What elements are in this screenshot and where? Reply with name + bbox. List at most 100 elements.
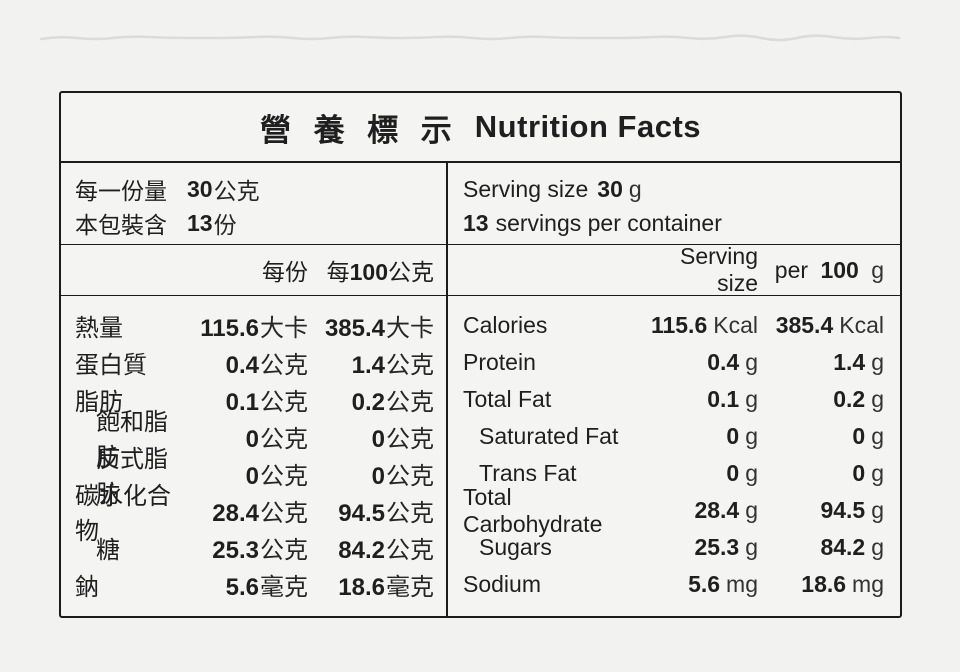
value-per-serving: 28.4 bbox=[694, 497, 740, 523]
value-per-serving: 0 bbox=[726, 423, 740, 449]
value-per-100g: 94.5 bbox=[820, 497, 866, 523]
unit: Kcal bbox=[839, 312, 884, 338]
container-suffix-en: servings per container bbox=[495, 209, 722, 236]
container-value-en: 13 bbox=[463, 209, 489, 236]
per-100g-value-zh: 100 bbox=[349, 259, 388, 285]
nutrient-label: 蛋白質 bbox=[75, 352, 147, 379]
unit: mg bbox=[726, 571, 758, 597]
value-per-serving: 5.6 bbox=[225, 574, 259, 601]
per-100g-prefix-zh: 每 bbox=[326, 259, 350, 285]
table-row-carbohydrate-en: Total Carbohydrate 28.4 g 94.5 g bbox=[448, 484, 900, 537]
serving-cell-en: Serving size 30 g 13 servings per contai… bbox=[448, 163, 900, 244]
column-headers-en: Serving size per 100 g bbox=[448, 243, 900, 297]
serving-cell-zh: 每一份量 30 公克 本包裝含 13 份 bbox=[61, 163, 448, 244]
value-per-100g: 385.4 bbox=[324, 315, 385, 342]
unit: Kcal bbox=[713, 312, 758, 338]
serving-size-unit-en: g bbox=[628, 175, 642, 202]
title-zh: 營 養 標 示 bbox=[259, 112, 459, 148]
value-per-100g: 94.5 bbox=[338, 500, 385, 527]
value-per-serving: 0.4 bbox=[225, 352, 259, 379]
nutrient-label: 反式脂肪 bbox=[96, 445, 168, 508]
table-row-protein-en: Protein 0.4 g 1.4 g bbox=[448, 344, 900, 381]
unit: g bbox=[745, 534, 758, 560]
nutrient-label: 鈉 bbox=[75, 574, 99, 601]
per-100g-prefix-en: per bbox=[774, 256, 809, 283]
decorative-wavy-line bbox=[40, 34, 901, 42]
serving-row: 每一份量 30 公克 本包裝含 13 份 Serving size 30 g 1… bbox=[61, 163, 900, 245]
value-per-100g: 84.2 bbox=[338, 537, 385, 564]
value-per-serving: 0.1 bbox=[707, 386, 740, 412]
nutrient-table-en: Calories 115.6 Kcal 385.4 Kcal Protein 0.4… bbox=[448, 296, 900, 616]
unit: g bbox=[745, 497, 758, 523]
serving-size-en: Serving size 30 g bbox=[463, 172, 900, 206]
nutrient-label: 脂肪 bbox=[75, 389, 123, 416]
value-per-serving: 0 bbox=[726, 460, 740, 486]
table-row-sodium-en: Sodium 5.6 mg 18.6 mg bbox=[448, 566, 900, 603]
unit: 大卡 bbox=[386, 315, 434, 342]
title-row: 營 養 標 示 Nutrition Facts bbox=[61, 93, 900, 163]
table-row-sugars-en: Sugars 25.3 g 84.2 g bbox=[448, 529, 900, 566]
per-serving-header-en: Serving size bbox=[646, 243, 758, 297]
unit: g bbox=[745, 349, 758, 375]
nutrient-label: Protein bbox=[463, 349, 536, 375]
table-row-sodium-zh: 鈉 5.6毫克 18.6毫克 bbox=[61, 566, 446, 603]
value-per-100g: 1.4 bbox=[351, 352, 385, 379]
unit: g bbox=[871, 423, 884, 449]
per-100g-header-zh: 每100公克 bbox=[308, 253, 434, 287]
unit: 公克 bbox=[386, 500, 434, 527]
value-per-serving: 115.6 bbox=[650, 312, 708, 338]
container-unit-zh: 份 bbox=[213, 212, 237, 238]
per-100g-header-en: per 100 g bbox=[758, 257, 884, 284]
nutrient-label: Saturated Fat bbox=[479, 423, 619, 449]
table-row-fat-en: Total Fat 0.1 g 0.2 g bbox=[448, 381, 900, 418]
nutrient-label: 飽和脂肪 bbox=[96, 408, 168, 471]
column-headers-row: 每份 每100公克 Serving size per 100 bbox=[61, 243, 900, 297]
nutrient-label: Trans Fat bbox=[479, 460, 577, 486]
unit: 公克 bbox=[386, 352, 434, 379]
unit: 公克 bbox=[386, 463, 434, 490]
nutrient-label: Calories bbox=[463, 312, 548, 338]
table-row-trans-fat-zh: 反式脂肪 0公克 0公克 bbox=[61, 446, 446, 508]
value-per-serving: 0.4 bbox=[707, 349, 740, 375]
value-per-100g: 0.2 bbox=[833, 386, 866, 412]
nutrient-label: Total Carbohydrate bbox=[463, 483, 603, 537]
table-row-saturated-fat-zh: 飽和脂肪 0公克 0公克 bbox=[61, 409, 446, 471]
value-per-100g: 0.2 bbox=[351, 389, 385, 416]
value-per-100g: 18.6 bbox=[801, 571, 847, 597]
nutrient-label: 碳水化合物 bbox=[75, 482, 171, 545]
table-row-calories-zh: 熱量 115.6大卡 385.4大卡 bbox=[61, 307, 446, 344]
unit: 公克 bbox=[260, 389, 308, 416]
container-value-zh: 13 bbox=[187, 209, 213, 236]
value-per-serving: 25.3 bbox=[212, 537, 259, 564]
unit: 毫克 bbox=[260, 574, 308, 601]
title-en: Nutrition Facts bbox=[474, 109, 702, 144]
value-per-100g: 385.4 bbox=[775, 312, 834, 338]
unit: 公克 bbox=[260, 463, 308, 490]
nutrient-data-area: 熱量 115.6大卡 385.4大卡 蛋白質 0.4公克 1.4公克 脂肪 0.… bbox=[61, 296, 900, 616]
per-100g-value-en: 100 bbox=[820, 256, 859, 283]
nutrition-facts-table: 營 養 標 示 Nutrition Facts 每一份量 30 公克 本包裝含 … bbox=[59, 91, 902, 618]
value-per-serving: 0.1 bbox=[225, 389, 259, 416]
serving-size-label-zh: 每一份量 bbox=[75, 178, 167, 204]
value-per-100g: 18.6 bbox=[338, 574, 385, 601]
value-per-serving: 0 bbox=[245, 426, 259, 453]
unit: 公克 bbox=[260, 352, 308, 379]
table-row-calories-en: Calories 115.6 Kcal 385.4 Kcal bbox=[448, 307, 900, 344]
unit: 毫克 bbox=[386, 574, 434, 601]
unit: g bbox=[871, 497, 884, 523]
unit: g bbox=[871, 349, 884, 375]
table-row-protein-zh: 蛋白質 0.4公克 1.4公克 bbox=[61, 344, 446, 381]
serving-size-value-en: 30 bbox=[597, 175, 623, 202]
unit: 公克 bbox=[260, 537, 308, 564]
unit: g bbox=[871, 534, 884, 560]
nutrient-label: 熱量 bbox=[75, 315, 123, 342]
nutrient-label: Sodium bbox=[463, 571, 541, 597]
value-per-serving: 28.4 bbox=[212, 500, 259, 527]
unit: g bbox=[745, 423, 758, 449]
serving-size-value-zh: 30 bbox=[187, 175, 213, 202]
value-per-100g: 1.4 bbox=[833, 349, 866, 375]
unit: 公克 bbox=[386, 537, 434, 564]
unit: 公克 bbox=[260, 426, 308, 453]
